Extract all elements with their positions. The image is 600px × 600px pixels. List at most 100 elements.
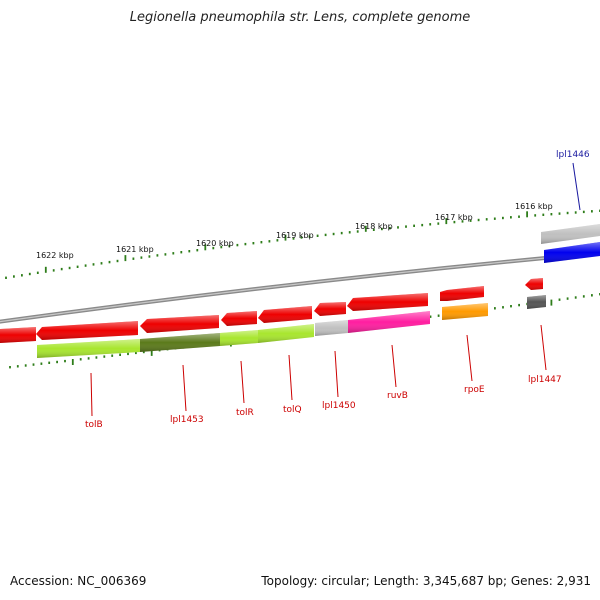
major-tick [150, 349, 153, 356]
minor-tick [180, 251, 183, 254]
minor-tick [79, 358, 82, 361]
minor-tick [132, 257, 135, 260]
minor-tick [510, 216, 512, 219]
major-tick [550, 299, 553, 306]
scale-label: 1616 kbp [515, 202, 553, 211]
major-tick [71, 359, 74, 365]
annotation-bars [37, 224, 600, 358]
minor-tick [87, 357, 90, 360]
minor-tick [372, 228, 375, 231]
minor-tick [510, 305, 512, 308]
minor-tick [292, 237, 295, 240]
minor-tick [534, 214, 537, 217]
major-tick [284, 234, 287, 241]
minor-tick [140, 256, 143, 259]
minor-tick [100, 262, 103, 265]
minor-tick [461, 220, 464, 223]
minor-tick [518, 303, 520, 307]
minor-tick [381, 227, 383, 231]
minor-tick [103, 355, 106, 358]
minor-tick [135, 351, 137, 355]
leader-lines [90, 162, 581, 417]
minor-tick [13, 275, 15, 278]
minor-tick [566, 211, 569, 215]
minor-tick [252, 242, 255, 245]
minor-tick [68, 266, 71, 270]
minor-tick [188, 250, 191, 253]
minor-tick [5, 276, 7, 279]
minor-tick [21, 274, 23, 277]
scale-label: 1618 kbp [355, 222, 393, 231]
minor-tick [48, 361, 51, 364]
minor-tick [429, 315, 432, 318]
minor-tick [9, 366, 11, 369]
minor-tick [24, 364, 27, 367]
major-tick [204, 244, 207, 251]
minor-tick [268, 240, 271, 243]
minor-tick [389, 227, 391, 230]
minor-tick [228, 244, 231, 248]
minor-tick [453, 220, 456, 224]
minor-tick [429, 223, 432, 226]
minor-tick [16, 365, 19, 368]
minor-tick [550, 213, 553, 216]
minor-tick [36, 271, 39, 274]
gene-features [0, 278, 543, 343]
minor-tick [40, 362, 43, 365]
minor-tick [356, 230, 359, 233]
minor-tick [64, 359, 66, 363]
minor-tick [502, 306, 504, 309]
minor-tick [348, 231, 351, 234]
gene-label: ruvB [387, 391, 408, 401]
minor-tick [116, 259, 119, 263]
minor-tick [119, 353, 121, 356]
minor-tick [172, 252, 175, 255]
minor-tick [236, 243, 239, 247]
minor-tick [332, 232, 335, 236]
minor-tick [421, 223, 424, 227]
scale-label: 1619 kbp [276, 231, 314, 240]
minor-tick [518, 215, 520, 218]
minor-tick [591, 294, 593, 297]
scale-label: 1621 kbp [116, 245, 154, 254]
minor-tick [244, 242, 247, 246]
major-tick [364, 225, 367, 232]
minor-tick [340, 231, 343, 235]
minor-tick [413, 224, 415, 227]
minor-tick [469, 219, 472, 222]
minor-tick [558, 212, 561, 215]
major-tick [44, 266, 47, 273]
minor-tick [316, 234, 319, 237]
minor-tick [582, 295, 585, 298]
minor-tick [493, 217, 496, 220]
major-tick [124, 255, 127, 262]
minor-tick [56, 360, 58, 364]
gene-label: tolQ [283, 405, 302, 415]
minor-tick [28, 272, 31, 276]
minor-tick [574, 211, 577, 214]
scale-label: 1622 kbp [36, 251, 74, 260]
minor-tick [502, 216, 504, 220]
accession-text: Accession: NC_006369 [10, 574, 147, 588]
minor-tick [542, 213, 545, 216]
minor-tick [108, 260, 111, 264]
minor-tick [156, 254, 159, 257]
summary-text: Topology: circular; Length: 3,345,687 bp… [261, 574, 591, 588]
minor-tick [582, 210, 585, 214]
gene-label: lpl1453 [170, 415, 204, 425]
minor-tick [164, 253, 167, 256]
minor-tick [591, 210, 593, 213]
minor-tick [148, 255, 151, 258]
minor-tick [276, 239, 279, 242]
minor-tick [32, 363, 35, 366]
minor-tick [477, 218, 480, 222]
minor-tick [95, 356, 98, 359]
gene-label: tolB [85, 420, 103, 430]
minor-tick [52, 269, 55, 272]
gene-label: lpl1450 [322, 401, 356, 411]
minor-tick [196, 249, 199, 252]
minor-tick [574, 296, 577, 299]
gene-label: lpl1447 [528, 375, 562, 385]
minor-tick [127, 352, 129, 356]
